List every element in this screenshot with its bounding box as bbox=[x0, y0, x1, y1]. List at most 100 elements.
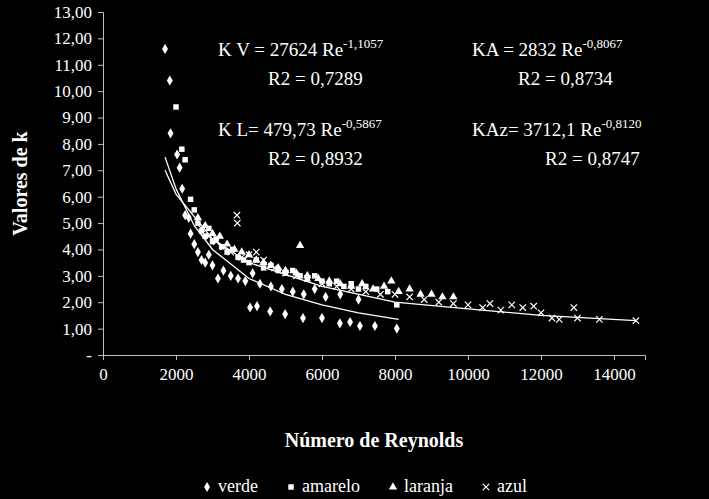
point bbox=[252, 255, 260, 262]
x-tick-label: 4000 bbox=[232, 365, 266, 384]
annotation-text: R2 = 0,7289 bbox=[268, 68, 363, 89]
point bbox=[234, 212, 240, 218]
annotation: R2 = 0,8747 bbox=[545, 148, 640, 169]
point bbox=[177, 163, 183, 173]
point bbox=[202, 258, 208, 268]
legend-symbol bbox=[389, 482, 397, 489]
x-tick: 12000 bbox=[520, 355, 563, 384]
y-tick: 4,00 bbox=[62, 240, 103, 259]
point bbox=[216, 231, 224, 238]
y-axis: -1,002,003,004,005,006,007,008,009,0010,… bbox=[54, 3, 104, 365]
y-tick: 7,00 bbox=[62, 161, 103, 180]
y-tick-mark bbox=[98, 355, 103, 356]
point bbox=[348, 286, 354, 292]
point bbox=[173, 104, 178, 109]
point bbox=[377, 291, 383, 297]
point bbox=[385, 289, 390, 294]
annotation-text: K L= 479,73 Re bbox=[218, 119, 342, 140]
point bbox=[347, 282, 355, 289]
legend-item: verde bbox=[204, 476, 258, 496]
x-tick: 8000 bbox=[378, 355, 412, 384]
point bbox=[300, 313, 306, 323]
point bbox=[254, 301, 260, 311]
y-tick-mark bbox=[98, 118, 103, 119]
x-tick-label: 12000 bbox=[520, 365, 563, 384]
point bbox=[416, 290, 424, 297]
x-axis-line bbox=[104, 356, 646, 361]
point bbox=[188, 197, 193, 202]
point bbox=[509, 302, 515, 308]
point bbox=[167, 76, 173, 86]
point bbox=[363, 288, 369, 294]
annotation-text: KA = 2832 Re bbox=[472, 39, 582, 60]
annotation-text: KAz= 3712,1 Re bbox=[472, 119, 601, 140]
y-tick-label: 4,00 bbox=[62, 240, 92, 259]
x-tick: 10000 bbox=[447, 355, 490, 384]
annotation-text: R2 = 0,8734 bbox=[518, 68, 613, 89]
y-tick-label: 7,00 bbox=[62, 161, 92, 180]
legend: verde amarelo laranja azul bbox=[204, 476, 527, 496]
point bbox=[421, 296, 427, 302]
point bbox=[358, 279, 366, 286]
x-tick-label: 2000 bbox=[159, 365, 193, 384]
point bbox=[191, 239, 197, 249]
series-points bbox=[194, 213, 458, 299]
legend-symbol bbox=[204, 482, 210, 492]
point bbox=[312, 284, 318, 294]
point bbox=[337, 318, 343, 328]
x-tick-mark bbox=[541, 355, 542, 360]
legend-label: azul bbox=[497, 476, 527, 496]
y-tick-mark bbox=[98, 65, 103, 66]
y-tick-label: - bbox=[86, 346, 92, 365]
series-points bbox=[162, 44, 400, 334]
y-tick: 11,00 bbox=[54, 56, 103, 75]
chart: 02000400060008000100001200014000-1,002,0… bbox=[0, 0, 709, 499]
point bbox=[347, 317, 353, 327]
point bbox=[449, 292, 457, 299]
point bbox=[215, 273, 221, 283]
y-tick: 1,00 bbox=[62, 320, 103, 339]
annotation-superscript: -0,8067 bbox=[582, 36, 623, 51]
y-tick-mark bbox=[98, 170, 103, 171]
y-tick-mark bbox=[98, 223, 103, 224]
y-tick-mark bbox=[98, 38, 103, 39]
point bbox=[206, 250, 212, 260]
trend-line bbox=[165, 170, 636, 320]
point bbox=[406, 294, 412, 300]
legend-item: laranja bbox=[389, 476, 453, 496]
legend-label: laranja bbox=[404, 476, 453, 496]
legend-label: verde bbox=[218, 476, 258, 496]
point bbox=[195, 247, 201, 257]
y-tick-label: 3,00 bbox=[62, 267, 92, 286]
point bbox=[356, 294, 362, 304]
y-tick: 8,00 bbox=[62, 135, 103, 154]
point bbox=[238, 247, 246, 254]
y-tick-mark bbox=[98, 197, 103, 198]
y-tick: 3,00 bbox=[62, 267, 103, 286]
point bbox=[234, 220, 240, 226]
annotation: R2 = 0,7289 bbox=[268, 68, 363, 89]
point bbox=[530, 303, 536, 309]
annotation: K L= 479,73 Re-0,5867 bbox=[218, 116, 382, 140]
point bbox=[487, 300, 493, 306]
x-tick-label: 10000 bbox=[447, 365, 490, 384]
point bbox=[179, 146, 184, 151]
y-tick: 13,00 bbox=[54, 3, 103, 22]
y-tick: - bbox=[86, 346, 103, 365]
point bbox=[465, 302, 471, 308]
point bbox=[450, 300, 456, 306]
legend-symbol bbox=[288, 484, 293, 489]
y-tick-label: 10,00 bbox=[54, 82, 92, 101]
y-tick: 10,00 bbox=[54, 82, 103, 101]
x-tick-mark bbox=[468, 355, 469, 360]
point bbox=[301, 289, 307, 299]
y-tick: 2,00 bbox=[62, 293, 103, 312]
y-tick-label: 1,00 bbox=[62, 320, 92, 339]
legend-label: amarelo bbox=[302, 476, 360, 496]
y-tick-mark bbox=[98, 302, 103, 303]
point bbox=[372, 321, 378, 331]
annotation-superscript: -1,1057 bbox=[343, 36, 384, 51]
annotation-text: R2 = 0,8932 bbox=[268, 148, 363, 169]
point bbox=[168, 128, 174, 138]
point bbox=[405, 284, 413, 291]
